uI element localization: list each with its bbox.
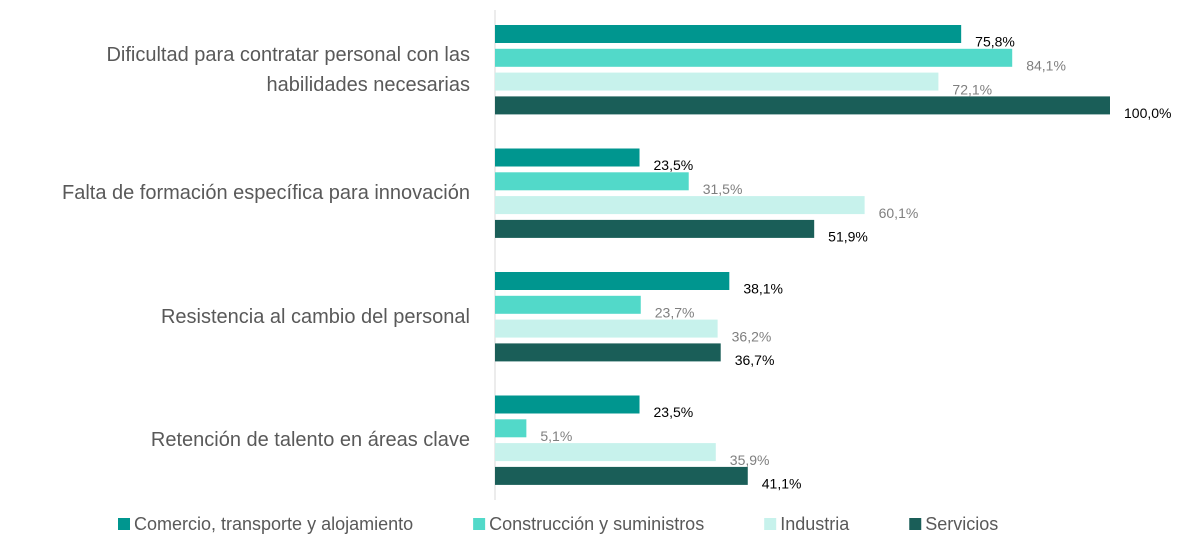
bar: [495, 25, 962, 43]
bar: [495, 319, 718, 338]
legend-label: Servicios: [925, 514, 998, 534]
legend-label: Industria: [780, 514, 850, 534]
bar: [495, 272, 730, 290]
bar: [495, 343, 721, 362]
bar: [495, 295, 641, 314]
bar: [495, 466, 748, 485]
data-label: 31,5%: [703, 181, 743, 197]
legend-swatch: [764, 518, 777, 530]
data-label: 23,5%: [654, 157, 694, 173]
data-label: 51,9%: [828, 229, 868, 245]
bar: [495, 96, 1110, 115]
data-label: 41,1%: [762, 476, 802, 492]
data-label: 5,1%: [540, 428, 572, 444]
bar: [495, 148, 640, 167]
bar: [495, 196, 865, 215]
data-label: 36,2%: [732, 328, 772, 344]
data-label: 75,8%: [975, 34, 1015, 50]
category-label: Falta de formación específica para innov…: [61, 182, 470, 205]
bar: [495, 419, 527, 438]
legend-swatch: [118, 518, 130, 530]
data-label: 23,5%: [654, 404, 694, 420]
legend-label: Construcción y suministros: [489, 514, 704, 534]
data-label: 72,1%: [952, 81, 992, 97]
category-label: Dificultad para contratar personal con l…: [106, 43, 470, 96]
data-label: 84,1%: [1026, 58, 1066, 74]
bar: [495, 219, 815, 238]
legend-label: Comercio, transporte y alojamiento: [134, 514, 413, 534]
data-label: 23,7%: [655, 305, 695, 321]
category-label: Retención de talento en áreas clave: [150, 429, 470, 452]
bar: [495, 172, 689, 191]
data-label: 60,1%: [879, 205, 919, 221]
category-label: Resistencia al cambio del personal: [160, 305, 470, 328]
data-label: 36,7%: [735, 352, 775, 368]
data-label: 38,1%: [743, 281, 783, 297]
data-label: 100,0%: [1124, 105, 1171, 121]
legend-swatch: [473, 518, 486, 530]
bar: [495, 72, 939, 91]
bar: [495, 395, 640, 414]
bar: [495, 48, 1013, 67]
bar: [495, 443, 716, 462]
data-label: 35,9%: [730, 452, 770, 468]
legend-swatch: [909, 518, 922, 530]
